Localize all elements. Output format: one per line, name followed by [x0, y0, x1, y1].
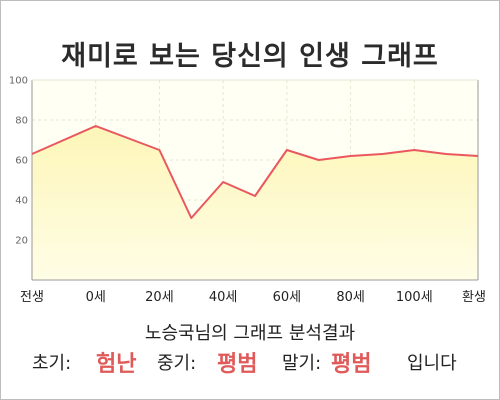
series-line [31, 125, 479, 219]
y-tick-label-0: 20 [15, 236, 28, 247]
late-value: 평범 [331, 352, 372, 377]
ending-text: 입니다 [407, 353, 457, 374]
x-tick-label-1: 0세 [86, 290, 106, 305]
early-value: 험난 [96, 352, 137, 377]
y-tick-label-3: 80 [15, 116, 28, 127]
y-tick-label-1: 40 [15, 196, 28, 207]
analysis-subtitle: 노승국님의 그래프 분석결과 [144, 323, 356, 344]
area-fill [32, 126, 478, 280]
x-tick-label-3: 40세 [209, 290, 238, 305]
late-label: 말기: [282, 353, 322, 374]
y-tick-label-4: 100 [9, 76, 28, 87]
early-label: 초기: [32, 353, 72, 374]
x-tick-label-4: 60세 [273, 290, 302, 305]
x-tick-label-7: 환생 [462, 290, 486, 305]
chart-title: 재미로 보는 당신의 인생 그래프 [61, 41, 439, 72]
middle-value: 평범 [217, 352, 258, 377]
y-tick-label-2: 60 [15, 156, 28, 167]
x-tick-label-5: 80세 [336, 290, 365, 305]
x-tick-labels: 전생 0세 20세 40세 60세 80세 100세 환생 [20, 290, 486, 305]
analysis-result: 초기: 험난 중기: 평범 말기: 평범 입니다 [0, 349, 500, 379]
middle-label: 중기: [157, 353, 197, 374]
y-tick-labels: 20 40 60 80 100 [9, 76, 28, 247]
axes [31, 79, 479, 281]
x-tick-label-2: 20세 [145, 290, 174, 305]
x-tick-label-0: 전생 [20, 290, 44, 305]
x-tick-label-6: 100세 [396, 290, 433, 305]
